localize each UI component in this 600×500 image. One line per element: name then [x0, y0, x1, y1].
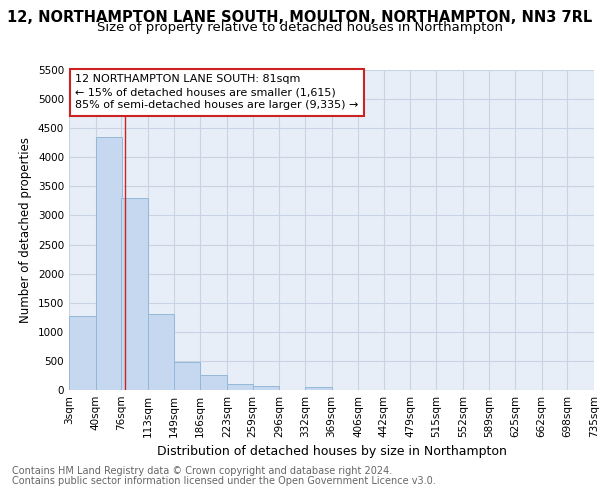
Bar — [227, 384, 253, 390]
Bar — [305, 387, 331, 390]
Bar — [95, 137, 122, 390]
Text: 12 NORTHAMPTON LANE SOUTH: 81sqm
← 15% of detached houses are smaller (1,615)
85: 12 NORTHAMPTON LANE SOUTH: 81sqm ← 15% o… — [76, 74, 359, 110]
Y-axis label: Number of detached properties: Number of detached properties — [19, 137, 32, 323]
Text: Size of property relative to detached houses in Northampton: Size of property relative to detached ho… — [97, 21, 503, 34]
Bar — [200, 376, 227, 390]
Text: Contains public sector information licensed under the Open Government Licence v3: Contains public sector information licen… — [12, 476, 436, 486]
Text: 12, NORTHAMPTON LANE SOUTH, MOULTON, NORTHAMPTON, NN3 7RL: 12, NORTHAMPTON LANE SOUTH, MOULTON, NOR… — [7, 10, 593, 25]
X-axis label: Distribution of detached houses by size in Northampton: Distribution of detached houses by size … — [157, 446, 506, 458]
Bar — [174, 362, 200, 390]
Text: Contains HM Land Registry data © Crown copyright and database right 2024.: Contains HM Land Registry data © Crown c… — [12, 466, 392, 476]
Bar — [253, 386, 279, 390]
Bar — [148, 314, 175, 390]
Bar — [121, 198, 148, 390]
Bar — [69, 316, 95, 390]
